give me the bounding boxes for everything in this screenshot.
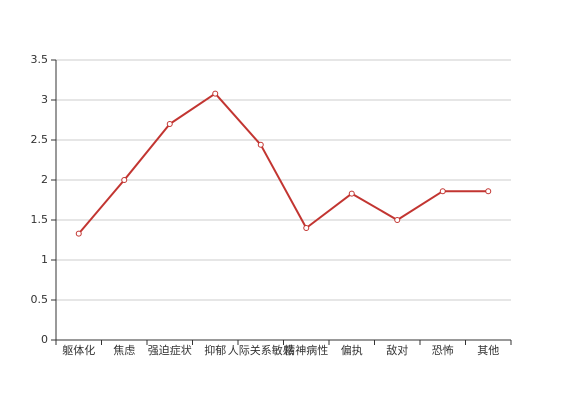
y-tick-label: 2.5 <box>31 133 49 146</box>
y-tick-label: 0.5 <box>31 293 49 306</box>
x-tick-label: 恐怖 <box>432 343 454 357</box>
y-tick-label: 1 <box>41 253 48 266</box>
x-tick-label: 其他 <box>477 344 499 357</box>
data-point-0[interactable] <box>75 230 82 237</box>
x-tick-label: 偏执 <box>341 343 363 357</box>
y-tick-label: 1.5 <box>31 213 49 226</box>
y-tick-label: 3 <box>41 93 48 106</box>
data-point-3[interactable] <box>212 90 219 97</box>
x-tick-label: 焦虑 <box>113 344 135 357</box>
x-tick-label: 强迫症状 <box>148 343 192 357</box>
data-point-7[interactable] <box>394 217 401 223</box>
y-tick-label: 0 <box>41 333 48 346</box>
data-point-8[interactable] <box>439 188 446 195</box>
data-point-1[interactable] <box>121 177 128 183</box>
data-point-5[interactable] <box>303 225 310 231</box>
x-tick-label: 人际关系敏感 <box>228 343 294 357</box>
y-tick-labels: 0 0.5 1 1.5 2 2.5 3 3.5 <box>31 53 49 346</box>
series-line <box>77 92 489 235</box>
axes <box>51 59 512 345</box>
data-point-2[interactable] <box>166 121 173 127</box>
x-tick-label: 抑郁 <box>204 343 226 357</box>
data-point-6[interactable] <box>348 190 355 197</box>
y-tick-label: 2 <box>41 173 48 186</box>
x-tick-label: 躯体化 <box>62 343 95 357</box>
x-tick-label: 敌对 <box>386 343 408 357</box>
series-group <box>75 90 492 237</box>
y-tick-label: 3.5 <box>31 53 49 66</box>
x-tick-label: 精神病性 <box>284 343 328 357</box>
data-point-4[interactable] <box>257 141 264 148</box>
data-point-9[interactable] <box>485 188 492 195</box>
grid-lines <box>56 59 511 301</box>
